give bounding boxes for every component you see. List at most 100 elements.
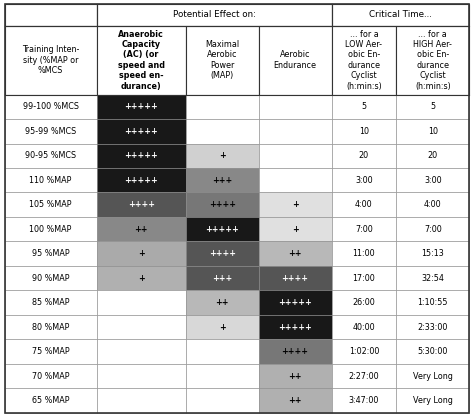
Text: ... for a
LOW Aer-
obic En-
durance
Cyclist
(h:min:s): ... for a LOW Aer- obic En- durance Cycl… xyxy=(346,30,383,90)
Bar xyxy=(186,143,259,168)
Bar xyxy=(396,25,469,95)
Bar xyxy=(5,193,97,217)
Bar xyxy=(97,315,186,339)
Text: ++: ++ xyxy=(288,249,302,258)
Bar xyxy=(5,339,97,364)
Text: ... for a
HIGH Aer-
obic En-
durance
Cyclist
(h:min:s): ... for a HIGH Aer- obic En- durance Cyc… xyxy=(413,30,452,90)
Text: 20: 20 xyxy=(428,151,438,160)
Text: Very Long: Very Long xyxy=(413,372,453,381)
Text: 15:13: 15:13 xyxy=(421,249,444,258)
Text: +: + xyxy=(292,200,299,209)
Bar xyxy=(259,25,331,95)
Text: +: + xyxy=(138,274,145,283)
Bar xyxy=(331,193,396,217)
Bar xyxy=(331,364,396,388)
Text: +: + xyxy=(219,323,226,332)
Text: 5:30:00: 5:30:00 xyxy=(418,347,448,356)
Bar xyxy=(331,119,396,143)
Text: 1:02:00: 1:02:00 xyxy=(349,347,379,356)
Text: +++++: +++++ xyxy=(278,323,312,332)
Text: ++++: ++++ xyxy=(128,200,155,209)
Text: 2:33:00: 2:33:00 xyxy=(418,323,448,332)
Bar xyxy=(259,119,331,143)
Bar xyxy=(5,168,97,193)
Text: ++++: ++++ xyxy=(209,249,236,258)
Bar xyxy=(396,339,469,364)
Text: +++++: +++++ xyxy=(124,151,158,160)
Text: 5: 5 xyxy=(430,102,435,111)
Bar xyxy=(259,364,331,388)
Bar xyxy=(97,388,186,413)
Text: 110 %MAP: 110 %MAP xyxy=(29,176,72,185)
Bar xyxy=(186,290,259,315)
Bar xyxy=(186,339,259,364)
Text: 10: 10 xyxy=(359,127,369,136)
Bar xyxy=(5,4,97,25)
Text: 5: 5 xyxy=(361,102,366,111)
Bar xyxy=(396,168,469,193)
Text: 85 %MAP: 85 %MAP xyxy=(32,298,69,307)
Text: 90-95 %MCS: 90-95 %MCS xyxy=(25,151,76,160)
Bar xyxy=(97,119,186,143)
Text: 10: 10 xyxy=(428,127,438,136)
Bar xyxy=(5,266,97,290)
Bar xyxy=(5,95,97,119)
Bar xyxy=(396,290,469,315)
Text: 2:27:00: 2:27:00 xyxy=(348,372,379,381)
Bar xyxy=(259,266,331,290)
Text: Aerobic
Endurance: Aerobic Endurance xyxy=(273,50,317,70)
Bar xyxy=(396,315,469,339)
Text: 100 %MAP: 100 %MAP xyxy=(29,225,72,234)
Text: +: + xyxy=(292,225,299,234)
Bar xyxy=(5,217,97,241)
Bar xyxy=(186,217,259,241)
Text: ++: ++ xyxy=(288,396,302,405)
Text: 32:54: 32:54 xyxy=(421,274,444,283)
Text: 95 %MAP: 95 %MAP xyxy=(32,249,70,258)
Bar xyxy=(186,25,259,95)
Text: ++++: ++++ xyxy=(282,347,309,356)
Text: 75 %MAP: 75 %MAP xyxy=(32,347,70,356)
Bar xyxy=(5,364,97,388)
Bar xyxy=(331,241,396,266)
Bar xyxy=(396,143,469,168)
Bar xyxy=(97,217,186,241)
Bar xyxy=(5,119,97,143)
Text: +++++: +++++ xyxy=(205,225,239,234)
Text: +++: +++ xyxy=(212,274,232,283)
Bar xyxy=(97,364,186,388)
Text: Maximal
Aerobic
Power
(MAP): Maximal Aerobic Power (MAP) xyxy=(205,40,239,80)
Text: +: + xyxy=(138,249,145,258)
Text: +++++: +++++ xyxy=(124,102,158,111)
Bar xyxy=(259,143,331,168)
Bar xyxy=(331,168,396,193)
Bar xyxy=(186,364,259,388)
Bar xyxy=(396,95,469,119)
Text: 65 %MAP: 65 %MAP xyxy=(32,396,69,405)
Text: 99-100 %MCS: 99-100 %MCS xyxy=(23,102,79,111)
Text: 7:00: 7:00 xyxy=(424,225,442,234)
Bar xyxy=(97,95,186,119)
Bar xyxy=(396,388,469,413)
Text: +++: +++ xyxy=(212,176,232,185)
Bar xyxy=(331,25,396,95)
Text: 105 %MAP: 105 %MAP xyxy=(29,200,72,209)
Bar xyxy=(5,315,97,339)
Bar xyxy=(97,4,331,25)
Text: Critical Time...: Critical Time... xyxy=(369,10,432,19)
Bar xyxy=(259,217,331,241)
Text: 90 %MAP: 90 %MAP xyxy=(32,274,69,283)
Text: 11:00: 11:00 xyxy=(353,249,375,258)
Bar xyxy=(331,339,396,364)
Bar xyxy=(331,388,396,413)
Bar xyxy=(331,290,396,315)
Bar xyxy=(186,119,259,143)
Bar xyxy=(396,119,469,143)
Bar xyxy=(259,339,331,364)
Text: 26:00: 26:00 xyxy=(353,298,375,307)
Text: +++++: +++++ xyxy=(124,127,158,136)
Bar xyxy=(331,217,396,241)
Text: 1:10:55: 1:10:55 xyxy=(418,298,448,307)
Text: 3:00: 3:00 xyxy=(424,176,442,185)
Bar xyxy=(331,95,396,119)
